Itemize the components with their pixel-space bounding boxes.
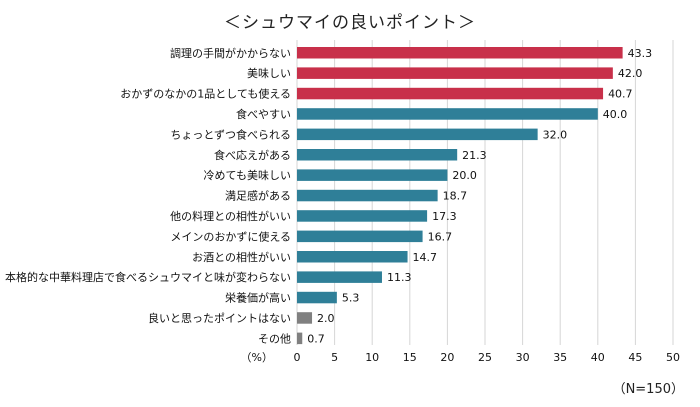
category-label: 本格的な中華料理店で食べるシュウマイと味が変わらない	[5, 270, 291, 284]
x-tick-label: 25	[478, 351, 492, 364]
data-label: 16.7	[428, 230, 453, 243]
bar	[297, 291, 337, 304]
data-label: 17.3	[432, 210, 457, 223]
data-label: 14.7	[413, 251, 438, 264]
data-label: 11.3	[387, 271, 412, 284]
bar	[297, 47, 623, 59]
category-label: メインのおかずに使える	[170, 230, 291, 243]
x-tick-label: 20	[440, 351, 454, 364]
data-label: 42.0	[618, 67, 643, 80]
data-label: 32.0	[543, 128, 568, 141]
category-label: 良いと思ったポイントはない	[148, 311, 291, 325]
x-tick-label: 35	[553, 351, 567, 364]
x-axis-unit-label: （%）	[241, 351, 273, 364]
bar	[297, 128, 538, 141]
x-tick-label: 40	[591, 351, 605, 364]
category-label: その他	[258, 332, 291, 345]
bar-layer	[297, 47, 623, 345]
data-label: 21.3	[462, 149, 487, 162]
category-label: 調理の手間がかからない	[170, 46, 291, 60]
category-label: 満足感がある	[225, 189, 291, 203]
x-tick-label: 50	[666, 351, 680, 364]
tick-layer: 0 5 10 15 20 25 30 35 40 45 50	[294, 351, 681, 364]
bar	[297, 169, 448, 181]
x-tick-label: 5	[331, 351, 338, 364]
x-tick-label: 0	[294, 351, 301, 364]
category-label: ちょっとずつ食べられる	[170, 127, 291, 141]
category-label: 食べやすい	[236, 107, 291, 121]
bar	[297, 189, 438, 202]
x-tick-label: 45	[628, 351, 642, 364]
category-label: 美味しい	[247, 67, 291, 80]
bar	[297, 312, 313, 324]
data-label: 5.3	[342, 292, 360, 305]
category-label: 食べ応えがある	[214, 148, 291, 162]
category-label: 栄養価が高い	[225, 291, 291, 305]
data-label: 40.7	[608, 88, 633, 101]
bar	[297, 87, 604, 100]
category-label: お酒との相性がいい	[192, 250, 291, 264]
bar	[297, 332, 303, 345]
bar	[297, 67, 613, 79]
data-label: 43.3	[628, 47, 653, 60]
bar	[297, 210, 428, 222]
x-tick-label: 10	[365, 351, 379, 364]
data-label: 40.0	[603, 108, 628, 121]
bar	[297, 230, 423, 243]
category-label: 他の料理との相性がいい	[170, 209, 291, 223]
data-label: 0.7	[307, 332, 325, 345]
bar	[297, 108, 598, 120]
bar	[297, 149, 458, 161]
label-layer: 調理の手間がかからない 43.3 美味しい 42.0 おかずのなかの1品としても使える 4…	[5, 46, 652, 346]
chart-title: ＜シュウマイの良いポイント＞	[224, 13, 476, 33]
bar	[297, 271, 382, 283]
data-label: 18.7	[443, 190, 468, 203]
bar	[297, 251, 408, 263]
x-tick-label: 30	[516, 351, 530, 364]
category-label: 冷めても美味しい	[204, 169, 291, 182]
data-label: 2.0	[317, 312, 335, 325]
sample-size-note: （N=150）	[612, 382, 684, 397]
data-label: 20.0	[452, 169, 477, 182]
category-label: おかずのなかの1品としても使える	[120, 88, 291, 101]
x-tick-label: 15	[403, 351, 417, 364]
